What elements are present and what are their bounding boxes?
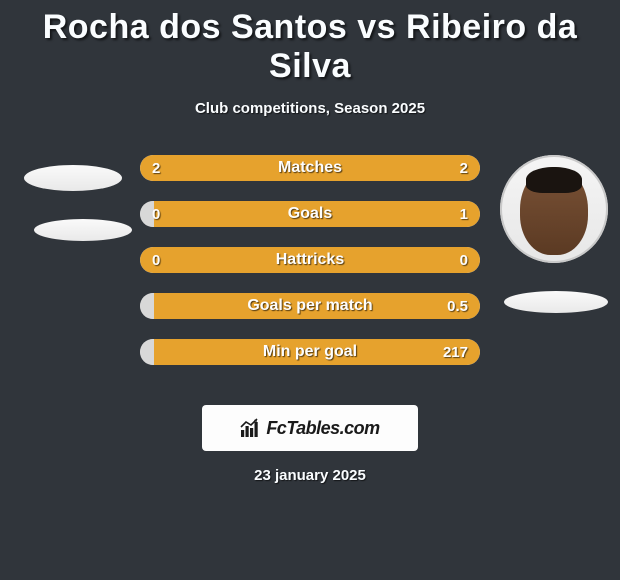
stat-label: Min per goal bbox=[140, 339, 480, 365]
player-right-shirt-placeholder bbox=[504, 291, 608, 313]
player-left-avatar-placeholder bbox=[24, 165, 122, 191]
stat-bars-container: 22Matches 01Goals 00Hattricks 0.5Goals per … bbox=[140, 155, 480, 385]
stat-label: Hattricks bbox=[140, 247, 480, 273]
player-right-avatar bbox=[500, 155, 608, 263]
comparison-panel: 22Matches 01Goals 00Hattricks 0.5Goals per … bbox=[0, 147, 620, 387]
brand-badge[interactable]: FcTables.com bbox=[202, 405, 418, 451]
stat-label: Matches bbox=[140, 155, 480, 181]
player-left-shirt-placeholder bbox=[34, 219, 132, 241]
brand-chart-icon bbox=[240, 418, 262, 438]
stat-label: Goals bbox=[140, 201, 480, 227]
generation-date: 23 january 2025 bbox=[0, 467, 620, 484]
stat-row: 217Min per goal bbox=[140, 339, 480, 365]
brand-text: FcTables.com bbox=[266, 418, 379, 439]
stat-label: Goals per match bbox=[140, 293, 480, 319]
player-right-block bbox=[500, 155, 608, 263]
player-right-face-icon bbox=[520, 167, 588, 255]
stat-row: 00Hattricks bbox=[140, 247, 480, 273]
stat-row: 22Matches bbox=[140, 155, 480, 181]
player-left-block bbox=[12, 155, 112, 255]
page-subtitle: Club competitions, Season 2025 bbox=[0, 100, 620, 117]
stat-row: 0.5Goals per match bbox=[140, 293, 480, 319]
page-title: Rocha dos Santos vs Ribeiro da Silva bbox=[0, 0, 620, 86]
stat-row: 01Goals bbox=[140, 201, 480, 227]
